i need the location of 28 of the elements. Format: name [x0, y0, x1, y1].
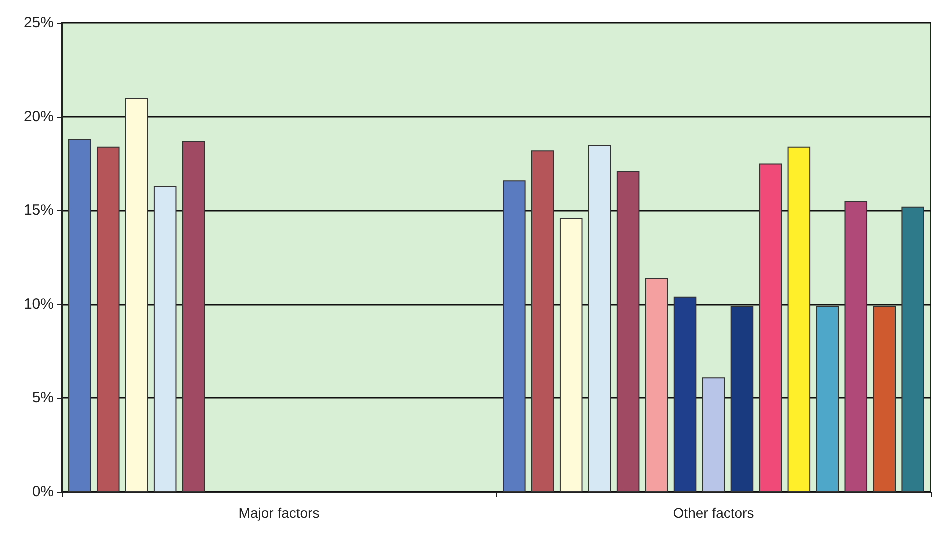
y-tick-label: 15%: [24, 202, 54, 220]
bar: [125, 98, 148, 492]
bar: [531, 150, 554, 492]
y-tick-label: 25%: [24, 14, 54, 32]
bar: [154, 186, 177, 492]
y-tick-label: 20%: [24, 108, 54, 126]
bar: [844, 201, 868, 492]
bar: [96, 146, 120, 492]
bar: [902, 206, 924, 492]
x-tick-label: Major factors: [238, 505, 320, 521]
bar: [816, 306, 840, 492]
bar: [68, 139, 92, 492]
bar: [588, 144, 612, 492]
bar: [503, 180, 526, 492]
bar: [702, 378, 726, 492]
bar: [788, 146, 811, 492]
x-tick-label: Other factors: [673, 505, 754, 521]
y-tick-label: 10%: [24, 296, 54, 313]
y-tick-label: 5%: [32, 390, 54, 407]
bar: [182, 141, 206, 492]
bar: [674, 296, 697, 492]
bar: [645, 278, 668, 492]
bar: [616, 171, 640, 492]
bar: [873, 306, 896, 492]
bar: [730, 306, 754, 492]
bar: [560, 218, 583, 492]
y-tick-label: 0%: [32, 484, 54, 500]
bar: [759, 164, 782, 492]
